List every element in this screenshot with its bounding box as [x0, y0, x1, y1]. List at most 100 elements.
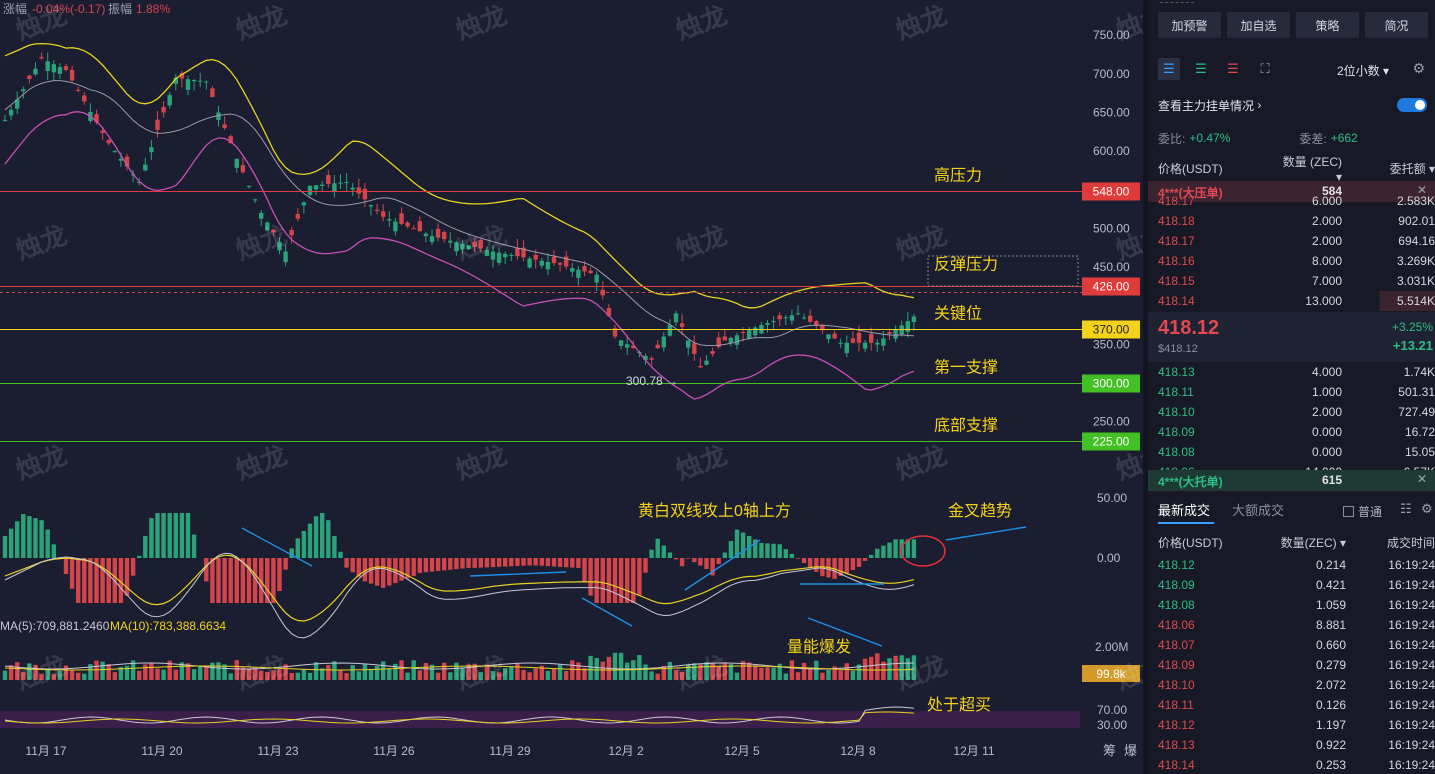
level-price-tag	[1082, 432, 1140, 451]
volume-bar	[527, 672, 532, 680]
macd-bar	[887, 542, 892, 558]
candle-body	[533, 254, 538, 260]
level-price-text: 426.00	[1093, 280, 1130, 294]
volume-bar	[869, 656, 874, 680]
ask-row[interactable]: 418.16 8.000 3.269K	[1158, 251, 1435, 271]
candle-body	[667, 324, 673, 336]
volume-bar	[771, 667, 776, 680]
ask-row[interactable]: 418.15 7.000 3.031K	[1158, 271, 1435, 291]
bid-row[interactable]: 418.11 1.000 501.31	[1158, 382, 1435, 402]
depth-toggle[interactable]	[1397, 98, 1427, 112]
candle-body	[259, 212, 264, 219]
tab-large-trades[interactable]: 大额成交	[1232, 500, 1284, 519]
tab-latest-trades[interactable]: 最新成交	[1158, 500, 1210, 519]
volume-ma10-line	[4, 665, 914, 671]
macd-bar	[838, 558, 843, 576]
ask-total: 5.514K	[1396, 294, 1435, 308]
macd-bar	[405, 558, 410, 579]
close-icon[interactable]: ✕	[1416, 472, 1427, 486]
bid-row[interactable]: 418.08 0.000 15.05	[1158, 442, 1435, 462]
volume-bar	[45, 669, 50, 680]
add-watchlist-button[interactable]: 加自选	[1227, 12, 1290, 38]
decimal-select[interactable]: 2位小数 ▾	[1337, 62, 1389, 79]
bid-qty: 0.000	[1311, 445, 1342, 459]
candle-body	[143, 164, 148, 171]
add-alert-button[interactable]: 加预警	[1158, 12, 1221, 38]
x-axis-label: 12月 5	[724, 744, 760, 758]
volume-bar	[667, 661, 673, 680]
candle-body	[118, 158, 124, 161]
overview-button[interactable]: 简况	[1365, 12, 1428, 38]
big-bid-row[interactable]: 4***(大托单) 615 ✕	[1148, 470, 1435, 491]
ask-total: 902.01	[1398, 214, 1435, 228]
candle-body	[893, 329, 898, 339]
watermark-text: 烛龙	[12, 220, 71, 266]
ask-row[interactable]: 418.17 2.000 694.16	[1158, 231, 1435, 251]
volume-bar	[332, 661, 337, 680]
orderbook-buy-icon[interactable]: ☰	[1195, 61, 1207, 76]
close-icon[interactable]: ✕	[1416, 183, 1427, 197]
volume-bar	[106, 664, 111, 680]
bid-row[interactable]: 418.13 4.000 1.74K	[1158, 362, 1435, 382]
bid-row[interactable]: 418.09 0.000 16.72	[1158, 422, 1435, 442]
volume-bar	[759, 667, 764, 680]
macd-bar	[765, 543, 770, 558]
ask-row[interactable]: 418.18 2.000 902.01	[1158, 211, 1435, 231]
macd-bar	[448, 558, 453, 570]
x-axis-label: 11月 23	[257, 744, 298, 758]
expand-icon[interactable]: ⛶	[1260, 61, 1270, 76]
candle-body	[240, 165, 246, 173]
normal-checkbox[interactable]: 普通	[1343, 503, 1382, 520]
candle-body	[850, 338, 856, 343]
settings-icon[interactable]: ⚙	[1421, 501, 1433, 516]
macd-bar	[905, 539, 910, 558]
kline-chart-panel[interactable]: 11月 17 11月 20 11月 23 11月 26 11月 29 12月 2 12月 5…	[0, 0, 1143, 774]
settings-icon[interactable]: ⚙	[1412, 60, 1425, 76]
candle-body	[454, 242, 459, 252]
volume-bar	[167, 660, 172, 680]
trades-col-qty[interactable]: 数量(ZEC) ▾	[1280, 535, 1346, 550]
candle-body	[808, 315, 813, 322]
candle-body	[313, 185, 319, 190]
watermark-text: 烛龙	[232, 650, 291, 696]
tab-large-trades-label: 大额成交	[1232, 503, 1285, 518]
strategy-button[interactable]: 策略	[1296, 12, 1359, 38]
macd-bar	[704, 558, 709, 569]
macd-bar	[856, 558, 862, 567]
filter-icon[interactable]: ☷	[1400, 501, 1412, 516]
candle-body	[94, 114, 99, 123]
volume-bar	[454, 662, 459, 680]
macd-bar	[313, 516, 319, 558]
col-qty[interactable]: 数量 (ZEC) ▾	[1282, 154, 1342, 184]
big-ask-row[interactable]: 4***(大压单) 584 ✕	[1148, 181, 1435, 202]
macd-bar	[411, 558, 416, 576]
orderbook-sell-icon[interactable]: ☰	[1227, 61, 1239, 76]
candle-body	[362, 188, 368, 200]
macd-bar	[692, 558, 697, 563]
volume-bar	[118, 666, 124, 680]
orderbook-both-icon[interactable]: ☰	[1158, 58, 1180, 80]
macd-bar	[417, 558, 422, 573]
macd-bar	[356, 558, 361, 577]
trade-price: 418.09	[1158, 658, 1195, 672]
candle-body	[106, 140, 111, 144]
trade-row: 418.09 0.279 16:19:24	[1158, 655, 1435, 675]
ask-row[interactable]: 418.17 6.000 2.583K	[1158, 191, 1435, 211]
sidebar-collapse-handle[interactable]	[1143, 0, 1148, 774]
depth-link[interactable]: 查看主力挂单情况 ›	[1158, 95, 1435, 115]
macd-bar	[759, 542, 764, 558]
macd-bar	[216, 558, 221, 603]
bid-row[interactable]: 418.10 2.000 727.49	[1158, 402, 1435, 422]
macd-bar	[698, 558, 703, 566]
annotation-arrow	[469, 571, 567, 577]
volume-bar	[15, 662, 20, 680]
kline-chart-canvas[interactable]: 11月 17 11月 20 11月 23 11月 26 11月 29 12月 2 12月 5…	[0, 0, 1143, 774]
candle-body	[661, 336, 666, 348]
ask-row[interactable]: 418.14 13.000 5.514K	[1158, 291, 1435, 311]
chevron-right-icon: ›	[1254, 98, 1262, 112]
col-total[interactable]: 委托额 ▾	[1389, 161, 1435, 176]
macd-bar	[667, 552, 673, 558]
candle-body	[210, 88, 215, 97]
candle-body	[63, 66, 69, 70]
